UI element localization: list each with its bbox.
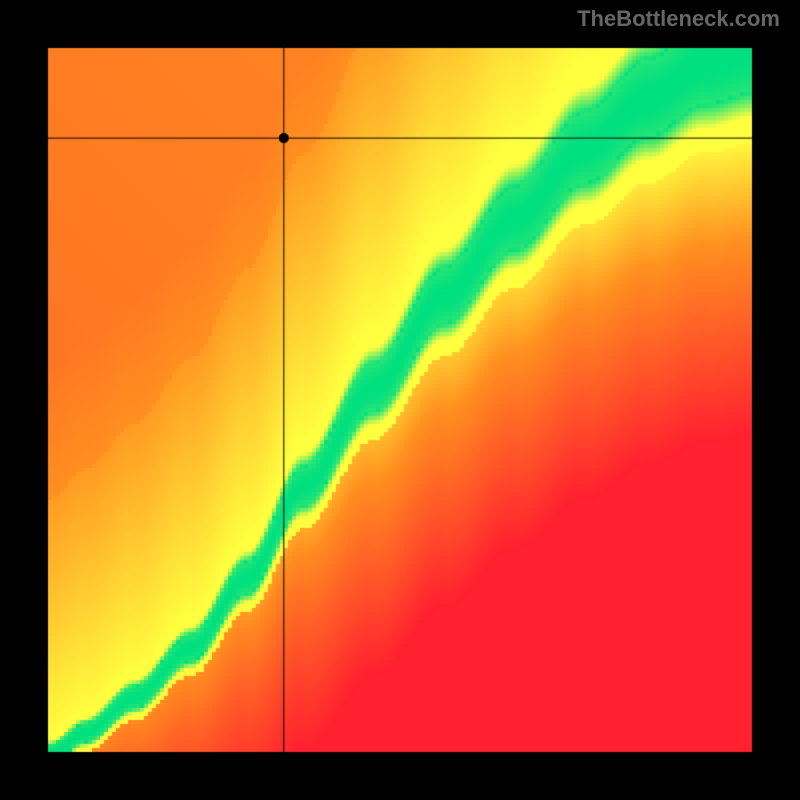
- chart-container: TheBottleneck.com: [0, 0, 800, 800]
- watermark-text: TheBottleneck.com: [577, 6, 780, 32]
- bottleneck-heatmap: [0, 0, 800, 800]
